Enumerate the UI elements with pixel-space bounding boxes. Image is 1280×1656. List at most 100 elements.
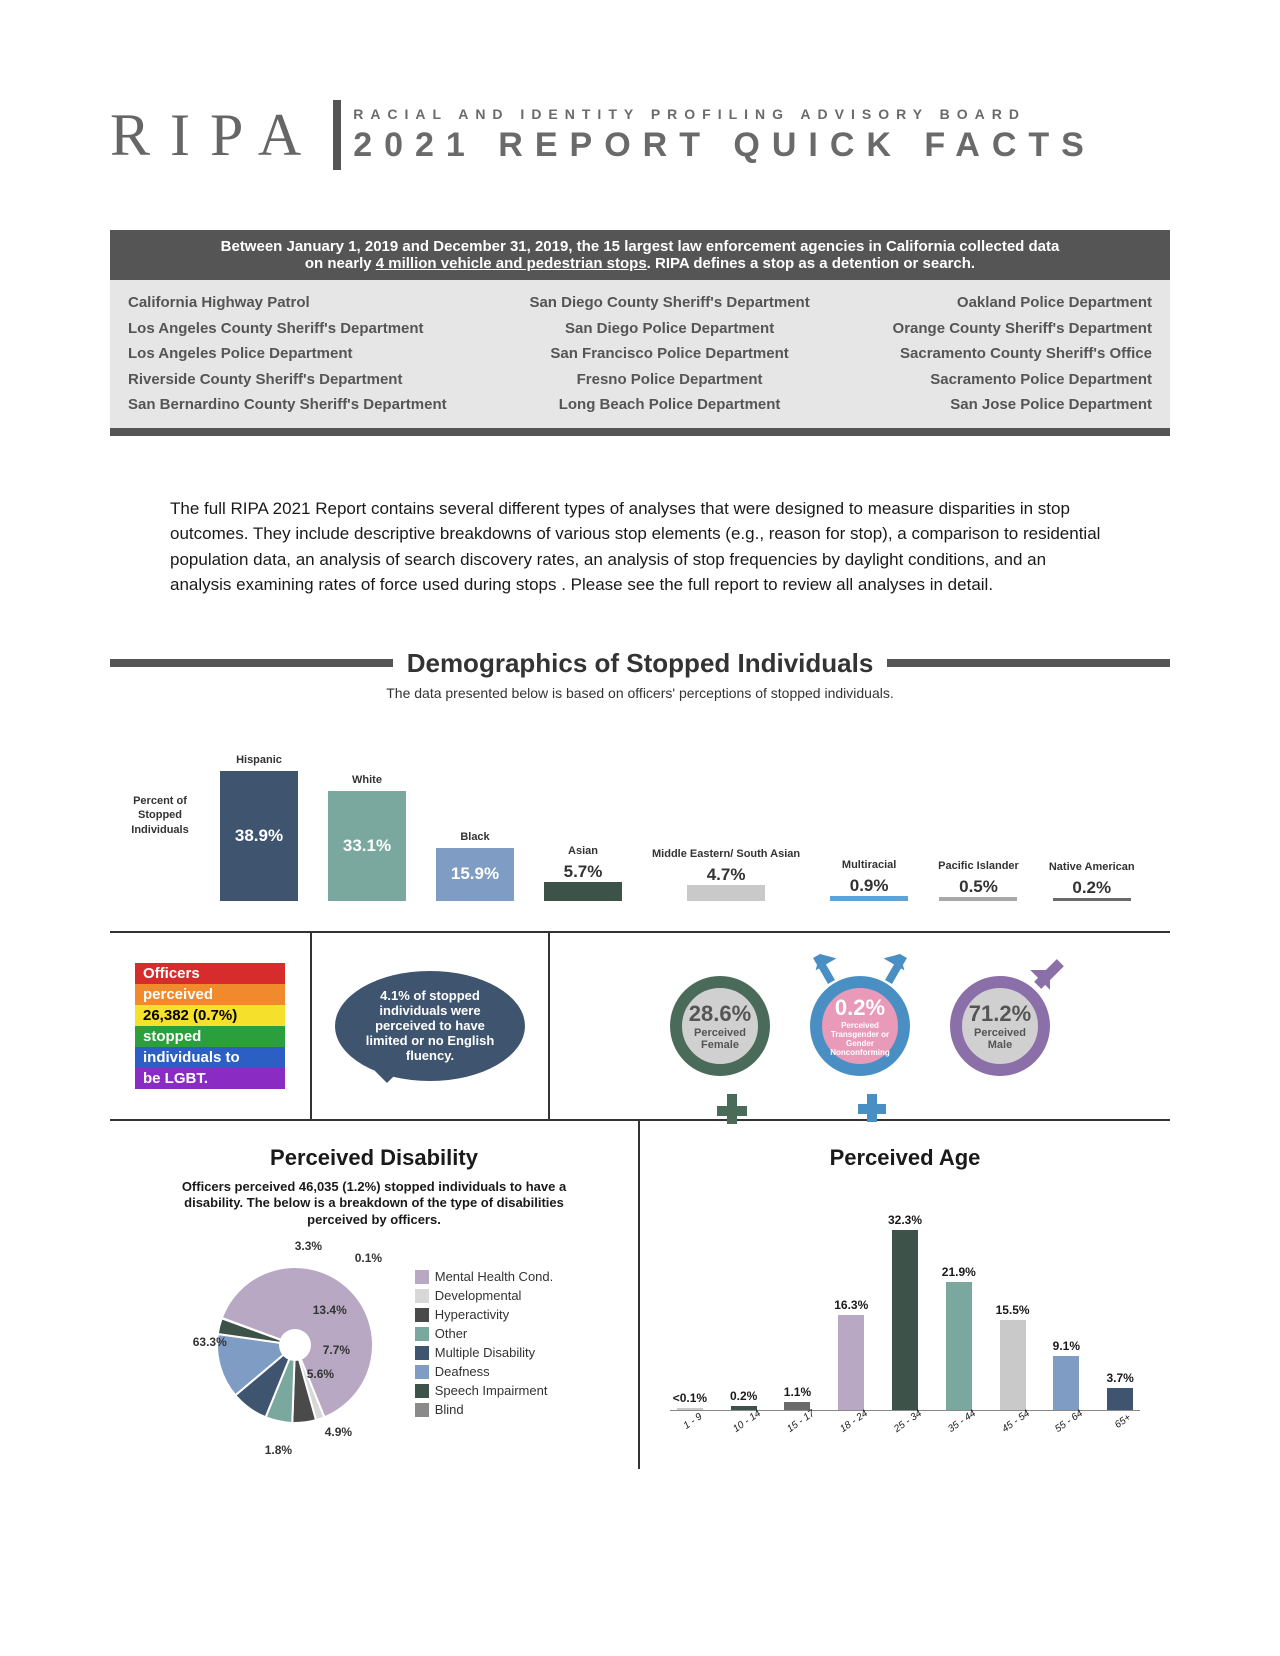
agency-item: San Diego County Sheriff's Department	[529, 290, 809, 316]
gender-percent: 71.2%	[969, 1001, 1031, 1027]
demographics-bar: Black 15.9%	[436, 831, 514, 900]
demographics-bar-label: Asian	[568, 845, 598, 857]
age-bar: 32.3%	[885, 1213, 925, 1410]
agency-item: San Diego Police Department	[529, 316, 809, 342]
age-bar-value: 3.7%	[1106, 1371, 1133, 1385]
agency-item: Los Angeles Police Department	[128, 341, 447, 367]
age-bar: 15.5%	[993, 1303, 1033, 1410]
agencies-col-1: California Highway PatrolLos Angeles Cou…	[128, 290, 447, 418]
demographics-bar-rect	[544, 882, 622, 901]
demographics-bar-rect	[687, 885, 765, 901]
agency-item: Sacramento Police Department	[893, 367, 1152, 393]
demographics-bar: Multiracial 0.9%	[830, 859, 908, 900]
agency-item: Sacramento County Sheriff's Office	[893, 341, 1152, 367]
demographics-bar-value: 15.9%	[451, 864, 499, 884]
gender-row: 28.6%Perceived Female 0.2%Perceived Trans…	[670, 976, 1050, 1076]
mid-row: Officersperceived26,382 (0.7%)stoppedind…	[110, 931, 1170, 1121]
disability-legend: Mental Health Cond. Developmental Hyperact…	[415, 1269, 554, 1421]
age-title: Perceived Age	[660, 1145, 1150, 1171]
age-bar: 1.1%	[778, 1385, 818, 1410]
pie-callout: 5.6%	[307, 1367, 334, 1381]
demographics-bar: Middle Eastern/ South Asian4.7%	[652, 848, 800, 900]
legend-label: Other	[435, 1326, 468, 1341]
header-divider	[333, 100, 341, 170]
legend-item: Hyperactivity	[415, 1307, 554, 1322]
age-x-labels: 1 - 910 - 1415 - 1718 - 2425 - 3435 - 44…	[670, 1417, 1140, 1428]
intro-banner: Between January 1, 2019 and December 31,…	[110, 230, 1170, 280]
legend-label: Developmental	[435, 1288, 522, 1303]
legend-item: Blind	[415, 1402, 554, 1417]
bottom-row: Perceived Disability Officers perceived …	[110, 1121, 1170, 1470]
demographics-bar: White 33.1%	[328, 774, 406, 900]
age-bar-rect	[838, 1315, 864, 1410]
speech-bubble: 4.1% of stopped individuals were perceiv…	[335, 971, 525, 1081]
overview-paragraph: The full RIPA 2021 Report contains sever…	[170, 496, 1110, 598]
agencies-col-2: San Diego County Sheriff's DepartmentSan…	[529, 290, 809, 418]
age-bar: 21.9%	[939, 1265, 979, 1410]
demographics-bar-label: White	[352, 774, 382, 786]
disability-title: Perceived Disability	[130, 1145, 618, 1171]
english-fluency-cell: 4.1% of stopped individuals were perceiv…	[310, 933, 550, 1119]
demographics-bar-value: 0.2%	[1072, 878, 1111, 898]
legend-item: Mental Health Cond.	[415, 1269, 554, 1284]
agency-item: Los Angeles County Sheriff's Department	[128, 316, 447, 342]
demographics-bar-value: 33.1%	[343, 836, 391, 856]
age-bar-rect	[1053, 1356, 1079, 1410]
trans-symbol: 0.2%Perceived Transgender or Gender Nonc…	[810, 976, 910, 1076]
disability-panel: Perceived Disability Officers perceived …	[110, 1121, 640, 1470]
legend-label: Hyperactivity	[435, 1307, 509, 1322]
age-bar-value: 32.3%	[888, 1213, 922, 1227]
legend-swatch	[415, 1327, 429, 1341]
legend-item: Speech Impairment	[415, 1383, 554, 1398]
male-symbol: 71.2%Perceived Male	[950, 976, 1050, 1076]
demographics-bar-label: Multiracial	[842, 859, 896, 871]
demographics-bar-label: Pacific Islander	[938, 860, 1019, 872]
demographics-bar-rect: 15.9%	[436, 848, 514, 901]
rainbow-line: perceived	[135, 984, 285, 1005]
agency-item: Orange County Sheriff's Department	[893, 316, 1152, 342]
legend-label: Speech Impairment	[435, 1383, 548, 1398]
demographics-bar-chart: Percent of Stopped Individuals Hispanic3…	[130, 731, 1150, 901]
age-bar-rect	[731, 1406, 757, 1410]
header-title: 2021 REPORT QUICK FACTS	[353, 126, 1170, 165]
demographics-bar-value: 0.9%	[850, 876, 889, 896]
demographics-bar-label: Middle Eastern/ South Asian	[652, 848, 800, 860]
rainbow-line: Officers	[135, 963, 285, 984]
age-bar-rect	[946, 1282, 972, 1410]
pie-callout: 3.3%	[295, 1239, 322, 1253]
banner-line2: on nearly 4 million vehicle and pedestri…	[130, 255, 1150, 272]
gender-label: Perceived Transgender or Gender Nonconfo…	[822, 1021, 898, 1057]
age-bar-value: 1.1%	[784, 1385, 811, 1399]
demographics-bar-label: Hispanic	[236, 754, 282, 766]
agency-item: California Highway Patrol	[128, 290, 447, 316]
age-bar-rect	[892, 1230, 918, 1410]
disability-caption: Officers perceived 46,035 (1.2%) stopped…	[170, 1179, 578, 1230]
female-symbol: 28.6%Perceived Female	[670, 976, 770, 1076]
age-bar-rect	[784, 1402, 810, 1410]
header-text-block: RACIAL AND IDENTITY PROFILING ADVISORY B…	[353, 106, 1170, 165]
banner-line1: Between January 1, 2019 and December 31,…	[130, 238, 1150, 255]
agency-item: San Jose Police Department	[893, 392, 1152, 418]
demographics-bar-rect	[830, 896, 908, 901]
legend-item: Deafness	[415, 1364, 554, 1379]
demographics-bar-label: Black	[460, 831, 489, 843]
ripa-logo: RIPA	[110, 101, 321, 170]
legend-swatch	[415, 1403, 429, 1417]
gender-label: Perceived Female	[682, 1027, 758, 1051]
rainbow-line: be LGBT.	[135, 1068, 285, 1089]
pie-callout: 63.3%	[193, 1335, 227, 1349]
demographics-bar-rect: 38.9%	[220, 771, 298, 901]
age-bar-value: 15.5%	[996, 1303, 1030, 1317]
age-bar-rect	[1107, 1388, 1133, 1410]
legend-swatch	[415, 1384, 429, 1398]
agencies-col-3: Oakland Police DepartmentOrange County S…	[893, 290, 1152, 418]
legend-swatch	[415, 1289, 429, 1303]
age-bar-value: <0.1%	[673, 1391, 707, 1405]
age-panel: Perceived Age <0.1%0.2%1.1%16.3%32.3%21.…	[640, 1121, 1170, 1470]
age-bar: 3.7%	[1100, 1371, 1140, 1410]
agency-item: Oakland Police Department	[893, 290, 1152, 316]
header-subtitle: RACIAL AND IDENTITY PROFILING ADVISORY B…	[353, 106, 1170, 122]
pie-callout: 13.4%	[313, 1303, 347, 1317]
agency-item: San Bernardino County Sheriff's Departme…	[128, 392, 447, 418]
legend-item: Multiple Disability	[415, 1345, 554, 1360]
